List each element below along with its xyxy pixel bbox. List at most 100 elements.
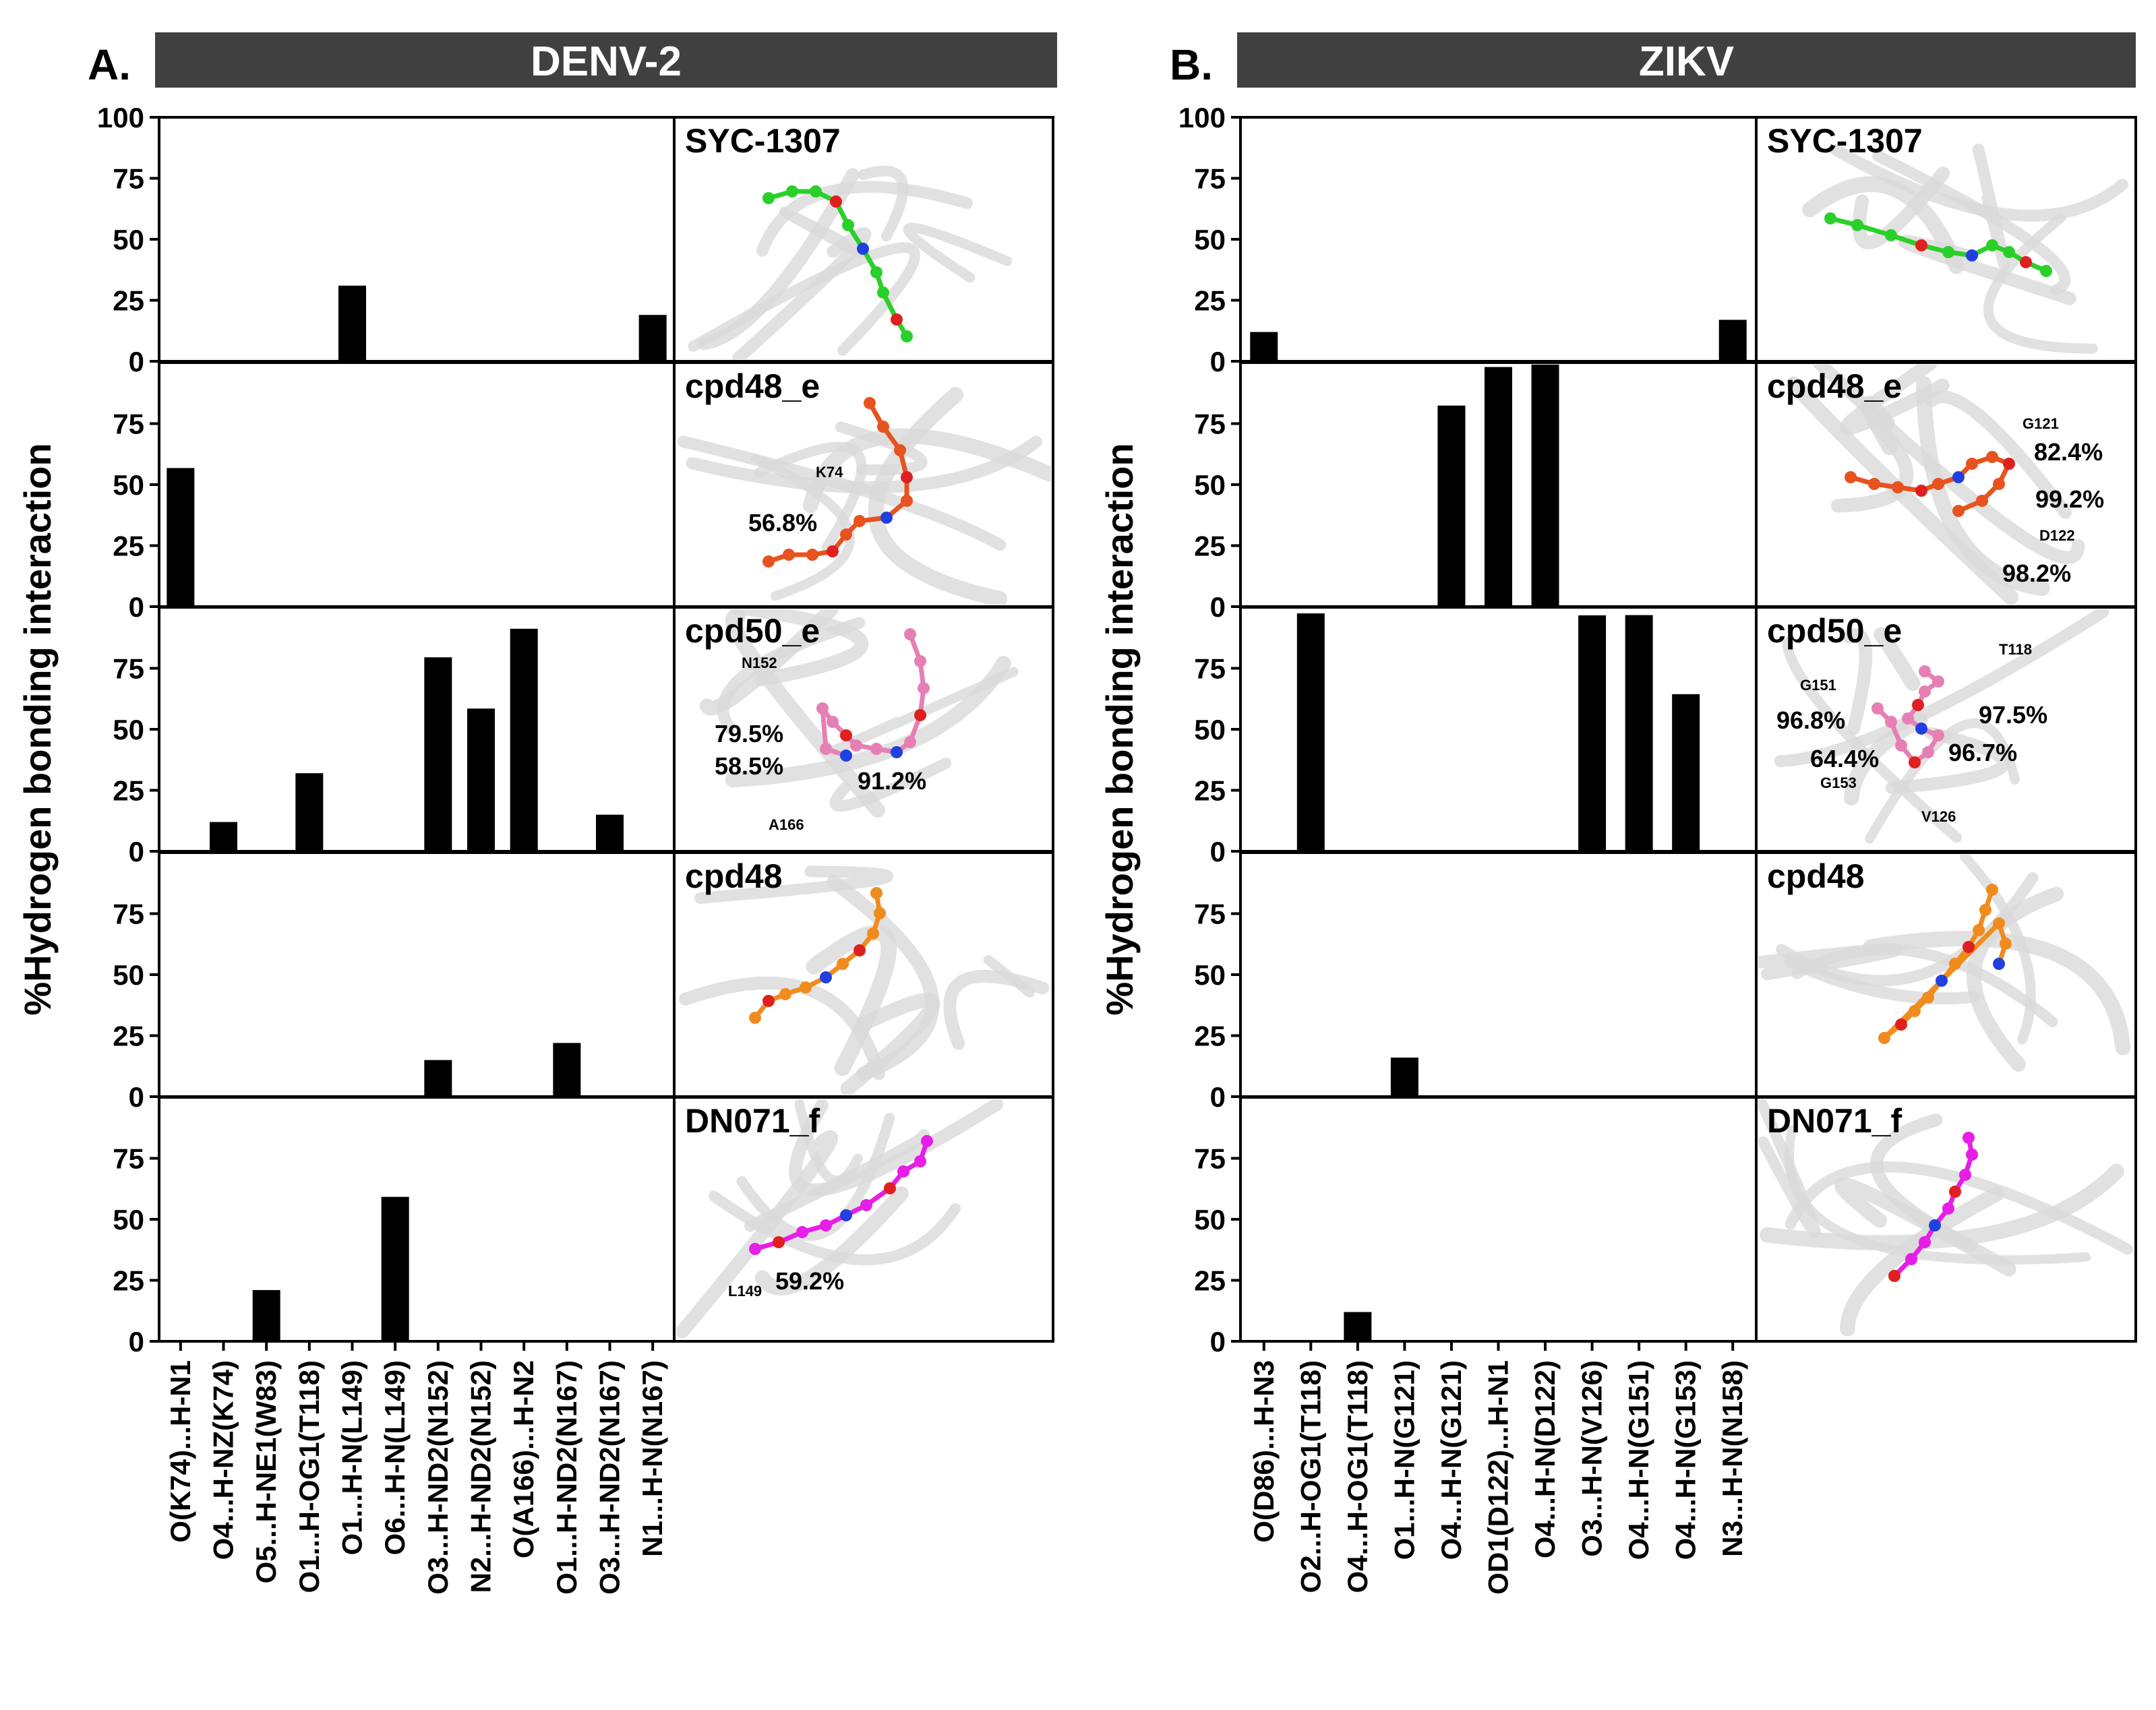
y-tick-label: 0 — [1210, 346, 1226, 377]
protein-ribbon — [1915, 375, 2050, 597]
structure-inner — [1786, 365, 2085, 605]
ligand-atom — [891, 313, 903, 326]
plot-frame — [158, 361, 676, 608]
compound-name: cpd48_e — [685, 367, 820, 405]
protein-ribbon — [729, 609, 869, 687]
ligand-atom — [1963, 941, 1975, 953]
protein-ribbon — [1874, 627, 1921, 692]
y-tick-label: 100 — [97, 102, 144, 133]
ligand-atom — [2003, 458, 2015, 470]
category-label: O3...H-ND2(N167) — [594, 1360, 626, 1595]
category-label: O3...H-N(V126) — [1576, 1360, 1608, 1557]
protein-ribbon — [1786, 376, 2018, 605]
category-label: OD1(D122)...H-N1 — [1483, 1360, 1514, 1595]
protein-ribbon — [1802, 176, 1965, 274]
compound-name: SYC-1307 — [1767, 122, 1923, 160]
protein-ribbon — [802, 428, 1051, 514]
ligand-atom — [1986, 451, 1998, 463]
ligand-atom — [806, 549, 818, 561]
bar — [1296, 613, 1325, 851]
ligand-atom — [1932, 729, 1944, 741]
ligand-atom — [1851, 219, 1863, 231]
y-tick-label: 75 — [1194, 163, 1226, 195]
bar — [338, 285, 366, 361]
ligand-atom — [1986, 884, 1998, 896]
protein-ribbon — [1839, 365, 1950, 435]
y-tick-label: 75 — [1194, 1143, 1226, 1175]
structure-image — [677, 387, 1051, 605]
protein-ribbon — [1983, 212, 2098, 354]
protein-ribbon — [1840, 1186, 2004, 1337]
ligand-atom — [1942, 246, 1954, 258]
category-label: O4...H-N(G153) — [1670, 1360, 1702, 1560]
y-tick-label: 75 — [113, 408, 144, 440]
hbond-percent-label: 56.8% — [748, 509, 817, 537]
protein-ribbon — [1785, 956, 1980, 1005]
hbond-percent-label: 96.8% — [1776, 706, 1845, 734]
ligand-atom — [1895, 739, 1907, 752]
bar — [553, 1043, 581, 1097]
structure-inner — [1758, 1099, 2134, 1337]
structure-inner — [676, 1099, 1003, 1339]
structure-inner — [1802, 144, 2128, 354]
hbond-percent-label: 97.5% — [1979, 701, 2047, 729]
protein-ribbon — [1872, 150, 2071, 296]
ligand-atom — [1952, 471, 1965, 483]
protein-ribbon — [697, 168, 860, 350]
protein-ribbon — [1782, 637, 1963, 843]
protein-ribbon — [858, 166, 909, 242]
ligand-atom — [840, 729, 852, 741]
ligand-atom — [762, 555, 775, 568]
protein-ribbon — [678, 976, 886, 1080]
ligand-atom — [1993, 478, 2005, 490]
bar — [1578, 615, 1607, 851]
category-label: O(D86)...H-N3 — [1248, 1360, 1280, 1543]
bar — [1531, 364, 1559, 607]
y-tick-label: 0 — [129, 1326, 144, 1357]
ligand-atom — [1868, 478, 1880, 490]
ligand-atom — [1915, 723, 1927, 735]
residue-label: L149 — [728, 1283, 762, 1300]
ligand-atom — [810, 185, 822, 197]
category-label: O1...H-N(L149) — [336, 1360, 368, 1555]
ligand-atom — [1942, 1202, 1954, 1215]
y-tick-label: 50 — [1194, 714, 1226, 745]
ligand-atom — [914, 709, 926, 721]
ligand-atom — [1912, 699, 1924, 711]
ligand-atom — [1959, 1169, 1971, 1181]
hbond-percent-label: 98.2% — [2002, 559, 2071, 587]
ligand-atom — [749, 1243, 761, 1255]
residue-label: A166 — [769, 816, 804, 833]
ligand-atom — [773, 1236, 785, 1248]
category-label: O(A166)...H-N2 — [508, 1360, 539, 1558]
ligand-atom — [762, 995, 775, 1007]
compound-name: cpd48_e — [1767, 367, 1902, 405]
ligand-atom — [1871, 702, 1884, 714]
y-tick-label: 50 — [1194, 959, 1226, 991]
ligand-atom — [2003, 246, 2015, 258]
bar — [467, 708, 495, 851]
y-tick-label: 75 — [113, 1143, 144, 1175]
plot-frame — [1239, 851, 1758, 1098]
ligand-atom — [877, 421, 889, 433]
ligand-atom — [901, 330, 913, 342]
ligand-atom — [860, 1199, 872, 1211]
panel-title: ZIKV — [1639, 38, 1734, 85]
category-label: O3...H-ND2(N152) — [422, 1360, 454, 1595]
ligand-atom — [1824, 212, 1836, 224]
y-tick-label: 0 — [1210, 1081, 1226, 1113]
bar — [510, 628, 538, 851]
ligand-atom — [921, 1135, 933, 1147]
ligand-atom — [1888, 1270, 1900, 1282]
protein-ribbon — [1863, 930, 2131, 1056]
bar — [381, 1196, 409, 1341]
bar — [1437, 405, 1466, 607]
protein-ribbon — [829, 758, 952, 812]
ligand-atom — [1885, 229, 1897, 241]
structure-image — [1758, 1099, 2134, 1337]
ligand-atom — [897, 1165, 909, 1178]
bar — [1625, 615, 1653, 851]
ligand-atom — [820, 1219, 832, 1231]
panel-title: DENV-2 — [531, 38, 682, 85]
hbond-percent-label: 91.2% — [858, 767, 926, 795]
